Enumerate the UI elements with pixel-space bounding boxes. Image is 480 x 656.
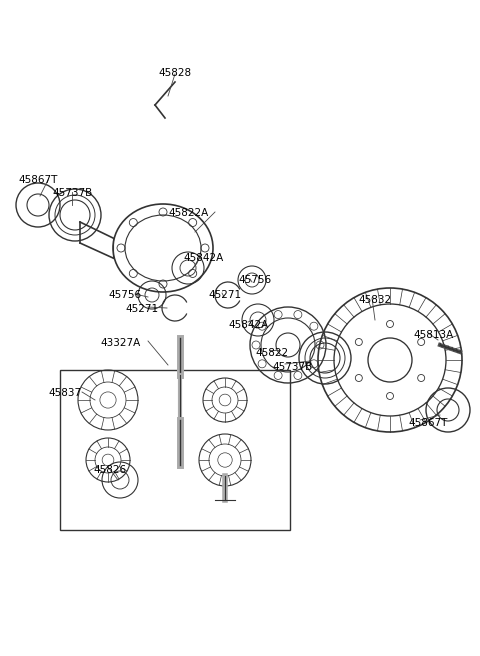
Text: 45737B: 45737B: [272, 362, 312, 372]
Text: 45813A: 45813A: [413, 330, 453, 340]
Text: 45837: 45837: [48, 388, 81, 398]
Bar: [60, 370, 290, 530]
Text: 45271: 45271: [208, 290, 241, 300]
Text: 45842A: 45842A: [183, 253, 223, 263]
Text: 45756: 45756: [108, 290, 141, 300]
Text: 45822A: 45822A: [168, 208, 208, 218]
Text: 45826: 45826: [93, 465, 126, 475]
Text: 45842A: 45842A: [228, 320, 268, 330]
Text: 45737B: 45737B: [52, 188, 92, 198]
Text: 45822: 45822: [255, 348, 288, 358]
Text: 45867T: 45867T: [408, 418, 447, 428]
Text: 45271: 45271: [125, 304, 158, 314]
Text: 45867T: 45867T: [18, 175, 58, 185]
Text: 45756: 45756: [238, 275, 271, 285]
Text: 45832: 45832: [358, 295, 391, 305]
Text: 43327A: 43327A: [100, 338, 140, 348]
Text: 45828: 45828: [158, 68, 192, 78]
